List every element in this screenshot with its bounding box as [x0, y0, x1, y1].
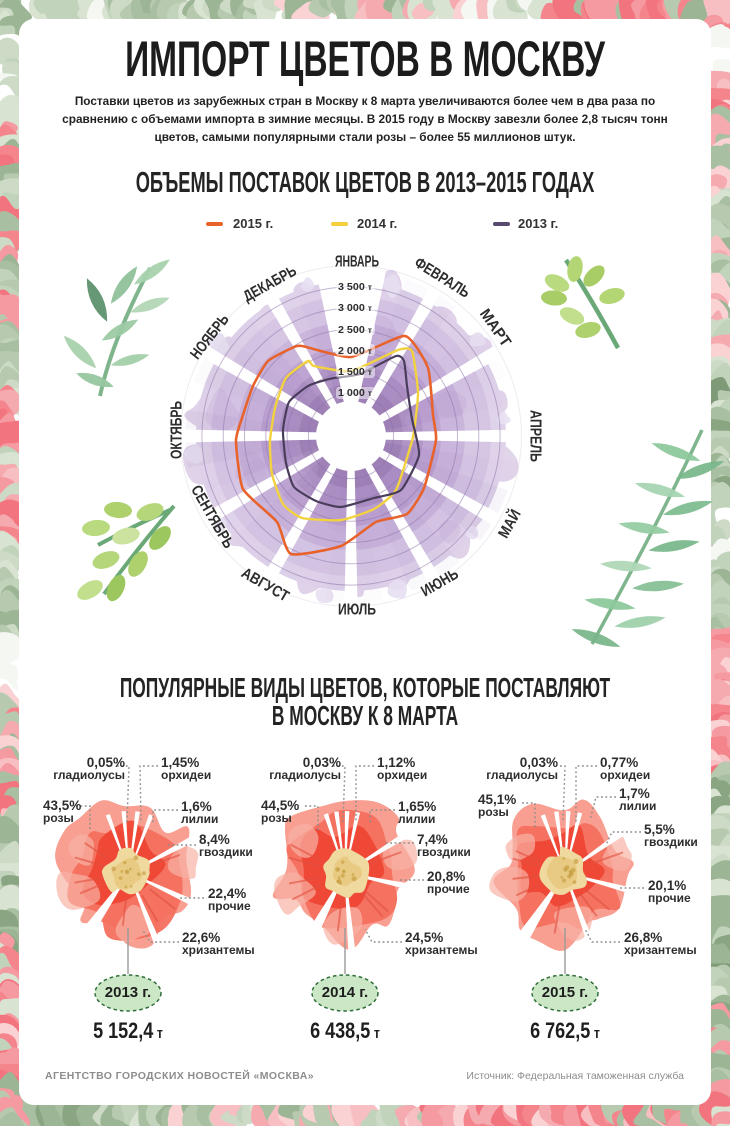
svg-text:ИЮЛЬ: ИЮЛЬ: [338, 602, 376, 619]
svg-text:1 000 т: 1 000 т: [338, 388, 372, 399]
svg-text:ОКТЯБРЬ: ОКТЯБРЬ: [169, 401, 186, 459]
svg-text:3 500 т: 3 500 т: [338, 282, 372, 293]
svg-text:2 500 т: 2 500 т: [338, 325, 372, 336]
svg-text:3 000 т: 3 000 т: [338, 303, 372, 314]
svg-text:АПРЕЛЬ: АПРЕЛЬ: [527, 410, 544, 462]
svg-text:1 500 т: 1 500 т: [338, 367, 372, 378]
svg-text:2 000 т: 2 000 т: [338, 346, 372, 357]
svg-text:ЯНВАРЬ: ЯНВАРЬ: [335, 254, 379, 271]
